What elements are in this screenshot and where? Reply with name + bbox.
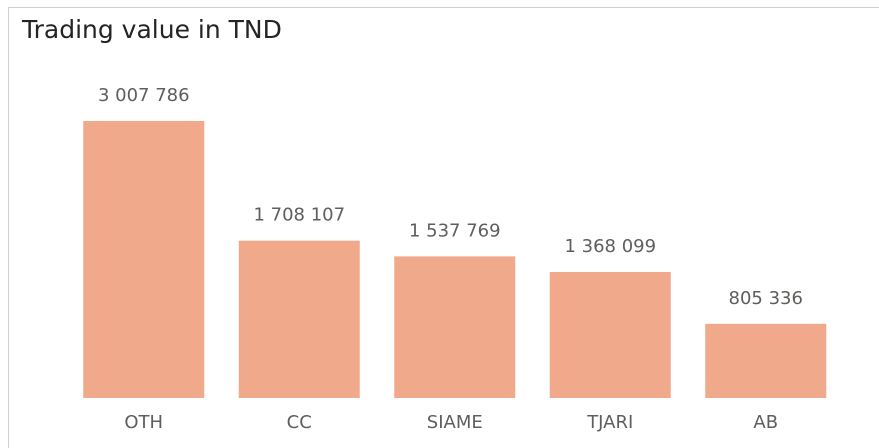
bar	[394, 256, 516, 398]
x-tick-label: TJARI	[586, 412, 633, 433]
x-tick-label: OTH	[124, 412, 163, 433]
data-label: 1 537 769	[409, 220, 501, 241]
bar	[549, 272, 671, 398]
data-label: 3 007 786	[98, 85, 190, 106]
bar	[705, 323, 827, 398]
x-tick-label: CC	[287, 412, 312, 433]
x-tick-label: SIAME	[427, 412, 483, 433]
data-label: 1 368 099	[564, 236, 656, 257]
bar	[238, 240, 360, 398]
data-label: 1 708 107	[253, 205, 345, 226]
bar	[83, 121, 205, 398]
x-tick-label: AB	[753, 412, 778, 433]
chart-title: Trading value in TND	[21, 15, 282, 44]
data-label: 805 336	[729, 288, 803, 309]
